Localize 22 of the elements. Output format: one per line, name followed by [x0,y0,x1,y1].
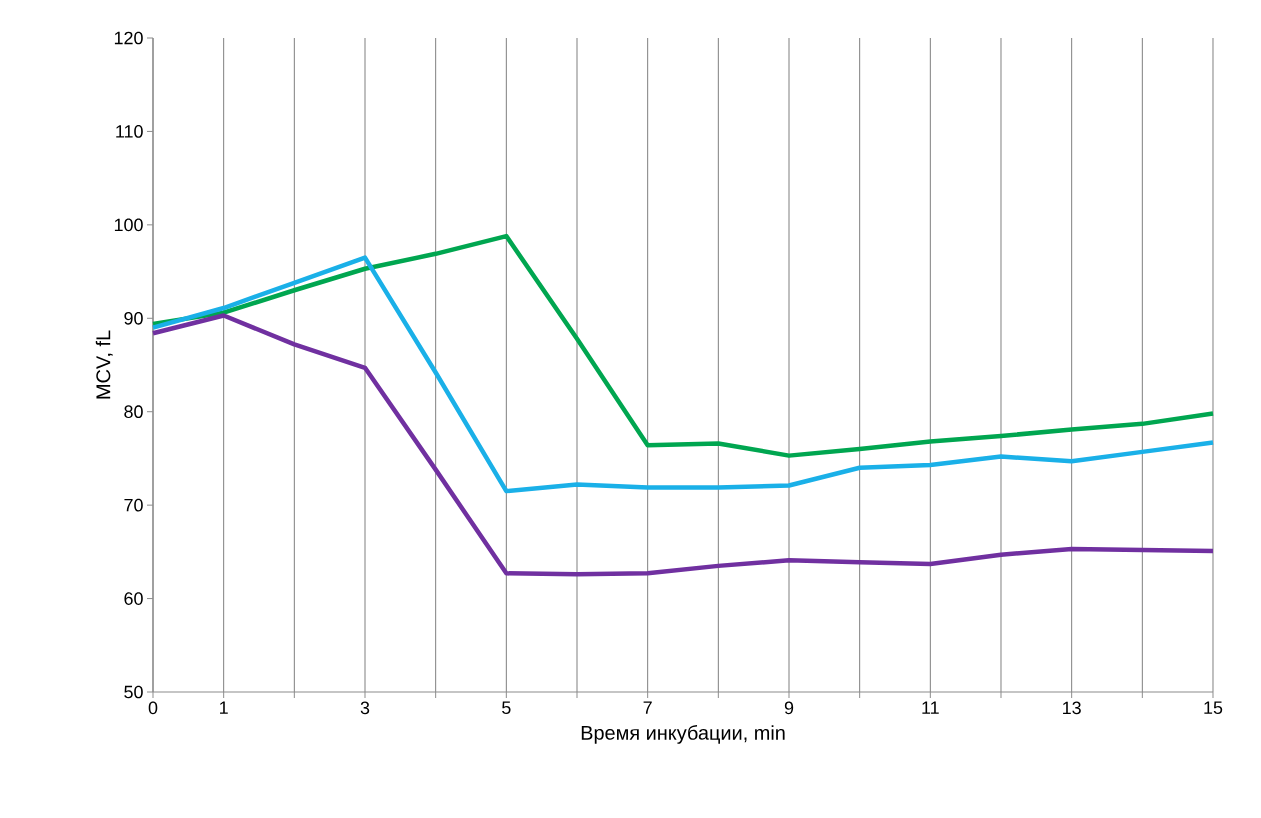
y-tick-label: 100 [114,218,143,232]
y-tick-label: 50 [124,685,143,699]
line-series [150,255,1216,494]
line-series [150,313,1216,577]
x-tick-label: 0 [148,701,158,715]
x-tick-label: 3 [360,701,370,715]
y-axis-title: MCV, fL [95,330,113,399]
x-tick-label: 13 [1063,701,1081,715]
y-tick-label: 110 [116,125,143,138]
x-axis-title: Время инкубации, min [581,725,785,744]
y-tick-label: 60 [124,592,143,605]
y-tick-label: 120 [114,31,143,45]
x-tick-label: 15 [1204,701,1223,715]
y-tick-label: 70 [124,498,143,512]
y-tick-label: 80 [124,405,143,419]
x-tick-label: 7 [643,701,652,714]
x-tick-label: 9 [784,701,794,715]
x-tick-label: 5 [502,701,511,715]
line-series [150,233,1216,458]
y-tick-label: 90 [124,311,143,325]
x-tick-label: 1 [220,701,228,714]
x-tick-label: 11 [922,701,939,714]
